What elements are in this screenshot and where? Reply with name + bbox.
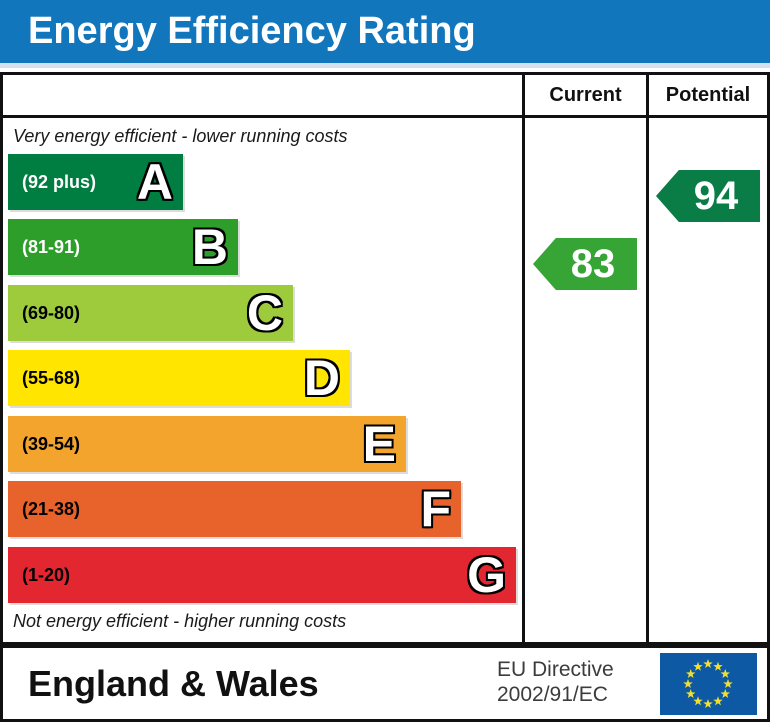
table-border-right [767,72,770,645]
band-g-range: (1-20) [22,564,71,585]
band-f-letter: F [420,481,451,537]
eu-directive-label: EU Directive 2002/91/EC [497,657,614,707]
table-border-left [0,72,3,645]
band-g-letter: G [467,547,506,603]
band-a-letter: A [136,154,173,210]
column-divider-current [522,72,525,645]
band-b-range: (81-91) [22,236,81,257]
footer: England & Wales EU Directive 2002/91/EC [0,645,770,722]
current-rating-value: 83 [570,242,616,286]
band-f: (21-38) F [8,481,461,537]
band-a-range: (92 plus) [22,171,97,192]
current-rating-arrow: 83 [533,238,637,290]
eu-directive-line1: EU Directive [497,658,614,681]
band-b-letter: B [191,219,228,275]
band-c: (69-80) C [8,285,293,341]
table-border-top [0,72,770,75]
band-d-range: (55-68) [22,367,81,388]
eu-directive-line2: 2002/91/EC [497,683,608,706]
band-g: (1-20) G [8,547,516,603]
header-row-divider [0,115,770,118]
title-bar-edge [0,63,770,68]
band-a: (92 plus) A [8,154,183,210]
band-c-range: (69-80) [22,302,81,323]
potential-rating-arrow: 94 [656,170,760,222]
band-f-range: (21-38) [22,498,81,519]
potential-rating-value: 94 [693,174,739,218]
table-border-bottom [0,642,770,645]
eu-flag-icon [660,653,757,715]
caption-bottom: Not energy efficient - higher running co… [13,611,347,631]
column-divider-potential [646,72,649,645]
band-d: (55-68) D [8,350,350,406]
band-d-letter: D [303,350,340,406]
caption-top: Very energy efficient - lower running co… [13,126,348,146]
title-bar: Energy Efficiency Rating [0,0,770,63]
footer-region-label: England & Wales [28,663,319,704]
band-e-letter: E [362,416,396,472]
column-header-current: Current [549,84,622,106]
band-e: (39-54) E [8,416,406,472]
band-b: (81-91) B [8,219,238,275]
column-header-potential: Potential [665,84,751,106]
page-title: Energy Efficiency Rating [28,10,476,52]
band-e-range: (39-54) [22,433,81,454]
band-c-letter: C [246,285,283,341]
